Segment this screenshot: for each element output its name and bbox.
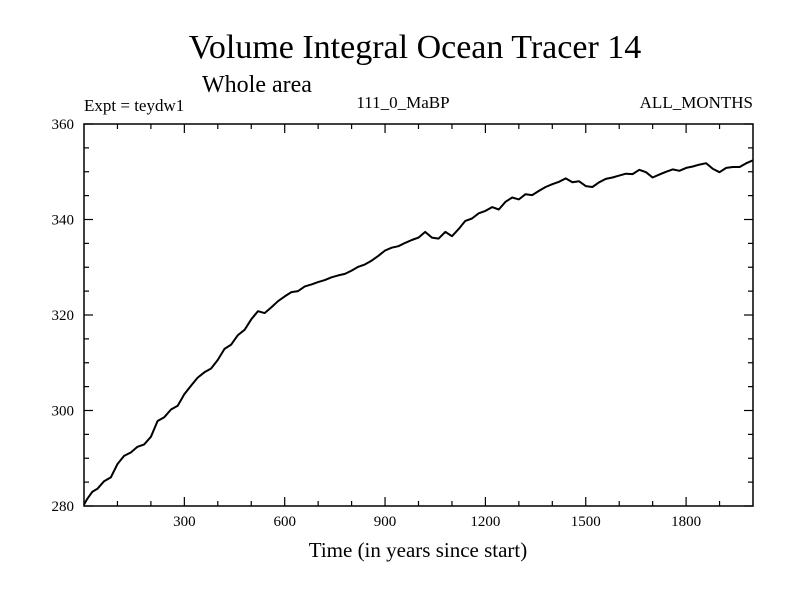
experiment-label: Expt = teydw1 xyxy=(84,96,184,115)
y-tick-label: 280 xyxy=(52,499,75,515)
chart-subtitle: Whole area xyxy=(202,72,312,98)
x-tick-label: 1500 xyxy=(571,514,601,530)
plot-frame xyxy=(83,123,754,507)
y-tick-label: 320 xyxy=(52,308,75,324)
x-axis-label: Time (in years since start) xyxy=(309,538,528,562)
axis-ticks xyxy=(84,123,753,507)
run-label: 111_0_MaBP xyxy=(356,93,449,112)
x-tick-label: 1800 xyxy=(671,514,701,530)
y-tick-label: 340 xyxy=(52,213,75,229)
series-line-tracer-14 xyxy=(83,159,754,506)
x-tick-label: 300 xyxy=(173,514,196,530)
x-tick-label: 600 xyxy=(273,514,296,530)
x-tick-label: 900 xyxy=(374,514,397,530)
chart-title: Volume Integral Ocean Tracer 14 xyxy=(189,29,642,66)
x-tick-label: 1200 xyxy=(470,514,500,530)
months-label: ALL_MONTHS xyxy=(640,93,753,112)
y-tick-label: 300 xyxy=(52,404,75,420)
y-tick-label: 360 xyxy=(52,117,75,133)
axis-tick-labels: 300 600 900 1200 1500 1800 280 300 320 340 360 xyxy=(52,117,702,530)
